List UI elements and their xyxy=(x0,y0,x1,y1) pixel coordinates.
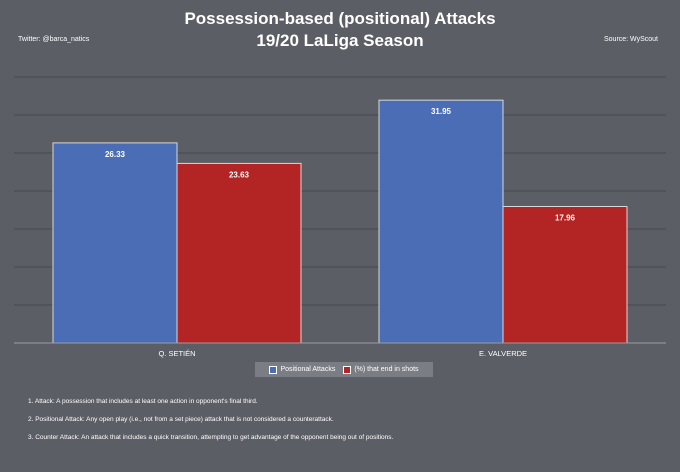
legend-label-positional: Positional Attacks xyxy=(280,366,336,373)
footnotes: 1. Attack: A possession that includes at… xyxy=(28,398,668,452)
x-tick-label: E. VALVERDE xyxy=(479,349,527,358)
footnote-1: 1. Attack: A possession that includes at… xyxy=(28,398,258,405)
source-credit: Source: WyScout xyxy=(603,36,658,43)
data-label: 23.63 xyxy=(229,170,250,179)
x-tick-label: Q. SETIÉN xyxy=(158,349,195,358)
bar-shots-0 xyxy=(176,162,302,344)
x-axis: Q. SETIÉN E. VALVERDE xyxy=(14,342,666,358)
title-line-1: Possession-based (positional) Attacks xyxy=(184,9,496,28)
bar-positional-0 xyxy=(52,142,178,344)
chart-title: Possession-based (positional) Attacks 19… xyxy=(0,8,680,52)
twitter-credit: Twitter: @barca_natics xyxy=(18,36,90,43)
bar-shots-1 xyxy=(502,206,628,344)
bar-positional-1 xyxy=(378,99,504,344)
footnote-2: 2. Positional Attack: Any open play (i.e… xyxy=(28,416,334,423)
legend-item-positional: Positional Attacks xyxy=(269,365,336,374)
legend-label-shots: (%) that end in shots xyxy=(354,366,419,373)
data-label: 31.95 xyxy=(431,107,452,116)
legend-swatch-blue xyxy=(269,365,278,374)
legend-item-shots: (%) that end in shots xyxy=(343,365,419,374)
data-label: 26.33 xyxy=(105,150,126,159)
footnote-3: 3. Counter Attack: An attack that includ… xyxy=(28,434,394,441)
legend: Positional Attacks (%) that end in shots xyxy=(255,362,433,377)
legend-swatch-red xyxy=(343,365,352,374)
bars: 26.33 23.63 31.95 17.96 xyxy=(52,99,628,344)
data-label: 17.96 xyxy=(555,214,576,223)
title-line-2: 19/20 LaLiga Season xyxy=(256,31,424,50)
